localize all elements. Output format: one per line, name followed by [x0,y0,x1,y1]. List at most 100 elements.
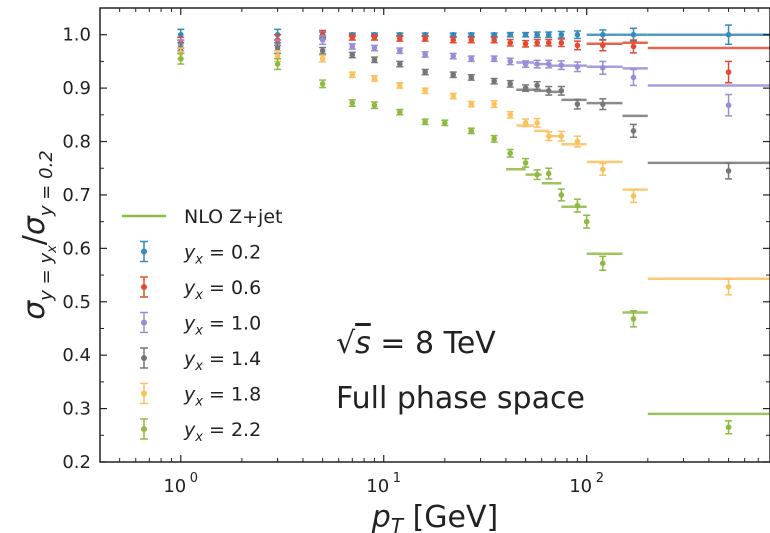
marker [507,112,514,118]
data-point [599,98,607,111]
marker [599,260,606,267]
marker [574,31,581,38]
marker [442,120,448,126]
marker [491,136,497,142]
legend-label: yx = 1.4 [183,348,261,374]
marker [422,51,428,58]
data-point [441,119,449,127]
marker [274,61,281,67]
data-point [725,93,733,117]
data-point [545,31,553,39]
y-tick-label: 0.3 [62,399,91,420]
data-point [396,35,404,42]
data-point [725,162,733,180]
marker [599,42,606,49]
data-point [348,51,356,59]
marker [725,284,732,290]
data-point [629,27,637,42]
marker [349,34,356,41]
legend-marker [140,418,148,440]
marker [599,166,606,173]
y-tick-label: 0.6 [62,238,91,259]
marker [397,82,403,89]
data-point [348,71,356,79]
data-point [396,60,404,68]
data-point [557,30,565,39]
marker [574,138,581,145]
marker [450,71,457,78]
marker [522,120,529,126]
data-point [370,44,378,52]
marker [491,55,497,62]
marker [725,102,732,109]
marker [468,55,475,62]
data-point [557,60,565,71]
data-point [449,92,457,100]
data-point [522,60,530,69]
marker [725,31,732,38]
data-point [319,46,327,55]
y-tick-label: 0.8 [62,132,91,153]
legend-dot [141,355,147,361]
data-point [599,162,607,176]
marker [522,40,529,47]
marker [507,150,514,157]
marker [274,45,281,51]
marker [397,109,403,115]
marker [534,31,540,38]
data-point [545,38,553,47]
x-tick-label: 10 [163,476,186,497]
data-point [348,33,356,41]
data-point [629,39,637,54]
data-point [545,59,553,69]
marker [450,37,457,43]
legend-label: NLO Z+jet [184,206,282,228]
marker [422,35,428,42]
marker [468,128,475,134]
data-point [533,169,541,181]
data-point [319,35,327,46]
marker [319,47,326,54]
annotations: √s = 8 TeV Full phase space [336,326,585,416]
marker [558,39,565,46]
marker [422,69,428,75]
legend-label: yx = 1.8 [183,384,261,410]
marker [349,52,356,58]
data-point [573,40,581,51]
legend-dot [141,426,147,432]
marker [491,37,497,43]
marker [468,74,475,81]
marker [507,81,514,87]
data-point [396,47,404,55]
data-point [467,74,475,81]
data-point [467,55,475,63]
marker [450,93,457,99]
data-point [506,148,514,158]
marker [725,424,732,431]
marker [725,168,732,174]
marker [397,61,403,67]
marker [545,170,552,177]
data-point [533,117,541,128]
legend-label: yx = 1.0 [183,313,261,339]
y-tick-label: 1.0 [62,25,91,46]
data-point [599,255,607,272]
marker [545,61,552,67]
marker [319,55,326,62]
data-point [573,198,581,213]
data-point [421,68,429,76]
data-point [725,420,733,435]
data-point [348,99,356,108]
marker [630,128,637,134]
data-point [396,108,404,116]
marker [274,53,281,59]
marker [583,218,590,225]
legend-marker [140,276,148,298]
marker [507,39,514,46]
data-point [449,31,457,38]
marker [630,43,637,50]
marker [349,71,356,78]
data-point [348,43,356,50]
marker [574,101,581,107]
